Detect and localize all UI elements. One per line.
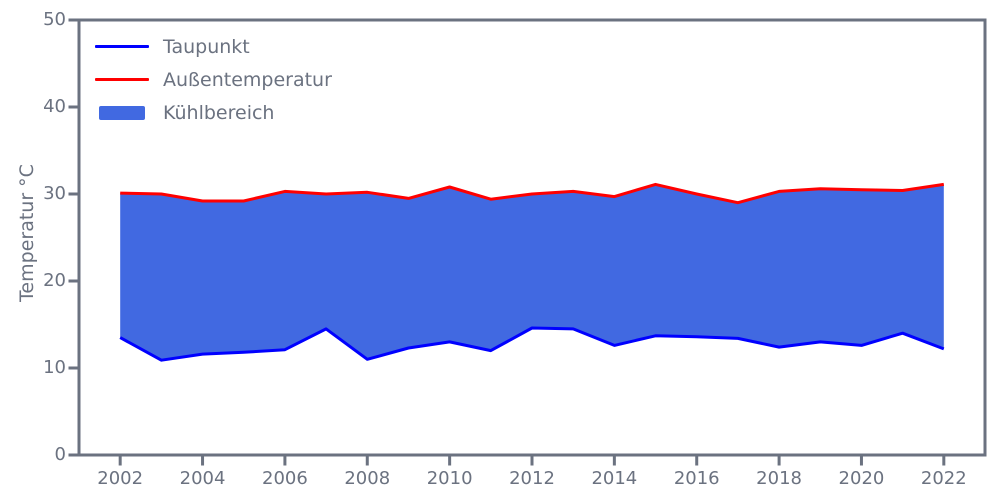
kuehlbereich-swatch: [99, 105, 145, 120]
y-tick-label: 10: [43, 357, 66, 378]
legend-item-aussentemperatur: Außentemperatur: [95, 63, 332, 96]
x-tick-label: 2020: [838, 468, 885, 489]
aussentemperatur-line-swatch-icon: [95, 77, 149, 82]
x-tick-label: 2018: [756, 468, 802, 489]
x-tick-label: 2012: [509, 468, 555, 489]
y-tick-label: 20: [43, 270, 66, 291]
x-tick-label: 2002: [97, 468, 144, 489]
kuehlbereich-patch-swatch-icon: [95, 105, 149, 120]
legend-label-taupunkt: Taupunkt: [163, 35, 250, 58]
aussentemperatur-swatch: [95, 77, 149, 82]
taupunkt-line: [119, 326, 945, 362]
x-tick-label: 2014: [591, 468, 638, 489]
taupunkt-swatch: [95, 44, 149, 49]
x-tick-label: 2004: [179, 468, 226, 489]
x-tick-label: 2008: [344, 468, 391, 489]
y-tick-label: 30: [43, 183, 66, 204]
x-tick-label: 2006: [262, 468, 308, 489]
x-tick-label: 2010: [426, 468, 473, 489]
legend-label-aussentemperatur: Außentemperatur: [163, 68, 332, 91]
legend-item-kuehlbereich: Kühlbereich: [95, 96, 332, 129]
legend-label-kuehlbereich: Kühlbereich: [163, 101, 275, 124]
legend: Taupunkt Außentemperatur Kühlbereich: [95, 30, 332, 129]
aussentemperatur-line: [120, 182, 945, 205]
kuehlbereich-area: [120, 184, 944, 361]
plot-frame: [77, 18, 987, 457]
y-tick-label: 50: [43, 9, 66, 30]
y-tick-label: 0: [54, 444, 66, 465]
x-tick-label: 2022: [920, 468, 967, 489]
legend-item-taupunkt: Taupunkt: [95, 30, 332, 63]
x-tick-label: 2016: [673, 468, 720, 489]
taupunkt-line-swatch-icon: [95, 44, 149, 49]
y-tick-label: 40: [43, 96, 66, 117]
